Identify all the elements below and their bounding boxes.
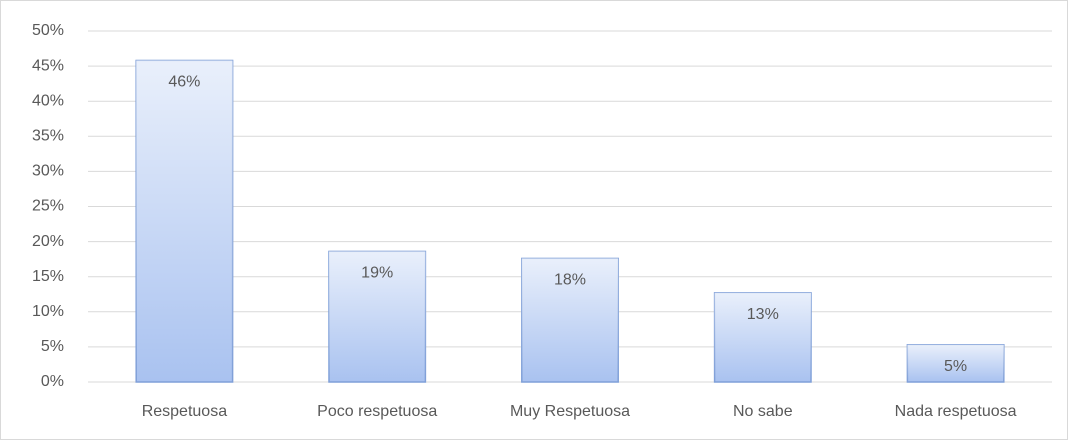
y-tick-label: 15% xyxy=(32,268,64,285)
y-tick-label: 20% xyxy=(32,233,64,250)
bar xyxy=(135,59,234,383)
y-tick-label: 30% xyxy=(32,163,64,180)
y-tick-label: 50% xyxy=(32,22,64,39)
x-tick-label: Poco respetuosa xyxy=(317,403,437,420)
y-tick-label: 40% xyxy=(32,92,64,109)
y-tick-label: 5% xyxy=(41,338,64,355)
y-tick-label: 25% xyxy=(32,198,64,215)
x-tick-label: Respetuosa xyxy=(142,403,227,420)
y-tick-label: 45% xyxy=(32,57,64,74)
x-tick-label: Muy Respetuosa xyxy=(510,403,630,420)
value-label: 19% xyxy=(361,265,393,282)
value-label: 46% xyxy=(168,74,200,91)
value-label: 18% xyxy=(554,272,586,289)
value-label: 5% xyxy=(944,358,967,375)
y-tick-label: 0% xyxy=(41,373,64,390)
x-tick-label: Nada respetuosa xyxy=(895,403,1017,420)
y-tick-label: 35% xyxy=(32,128,64,145)
y-tick-label: 10% xyxy=(32,303,64,320)
value-label: 13% xyxy=(747,306,779,323)
x-tick-label: No sabe xyxy=(733,403,793,420)
